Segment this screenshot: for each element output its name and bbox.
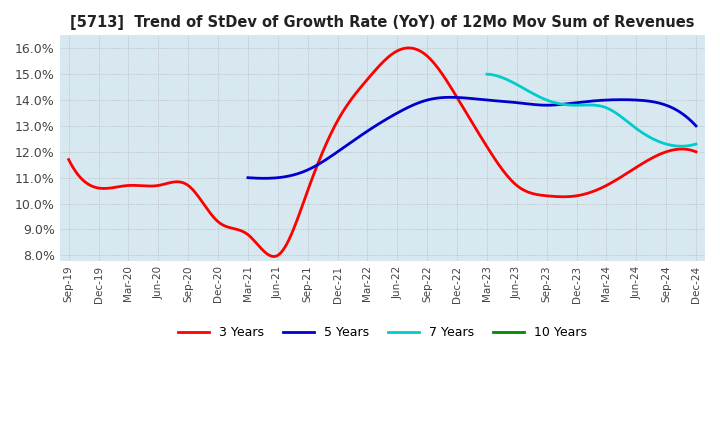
Legend: 3 Years, 5 Years, 7 Years, 10 Years: 3 Years, 5 Years, 7 Years, 10 Years bbox=[173, 321, 592, 345]
Title: [5713]  Trend of StDev of Growth Rate (YoY) of 12Mo Mov Sum of Revenues: [5713] Trend of StDev of Growth Rate (Yo… bbox=[70, 15, 695, 30]
